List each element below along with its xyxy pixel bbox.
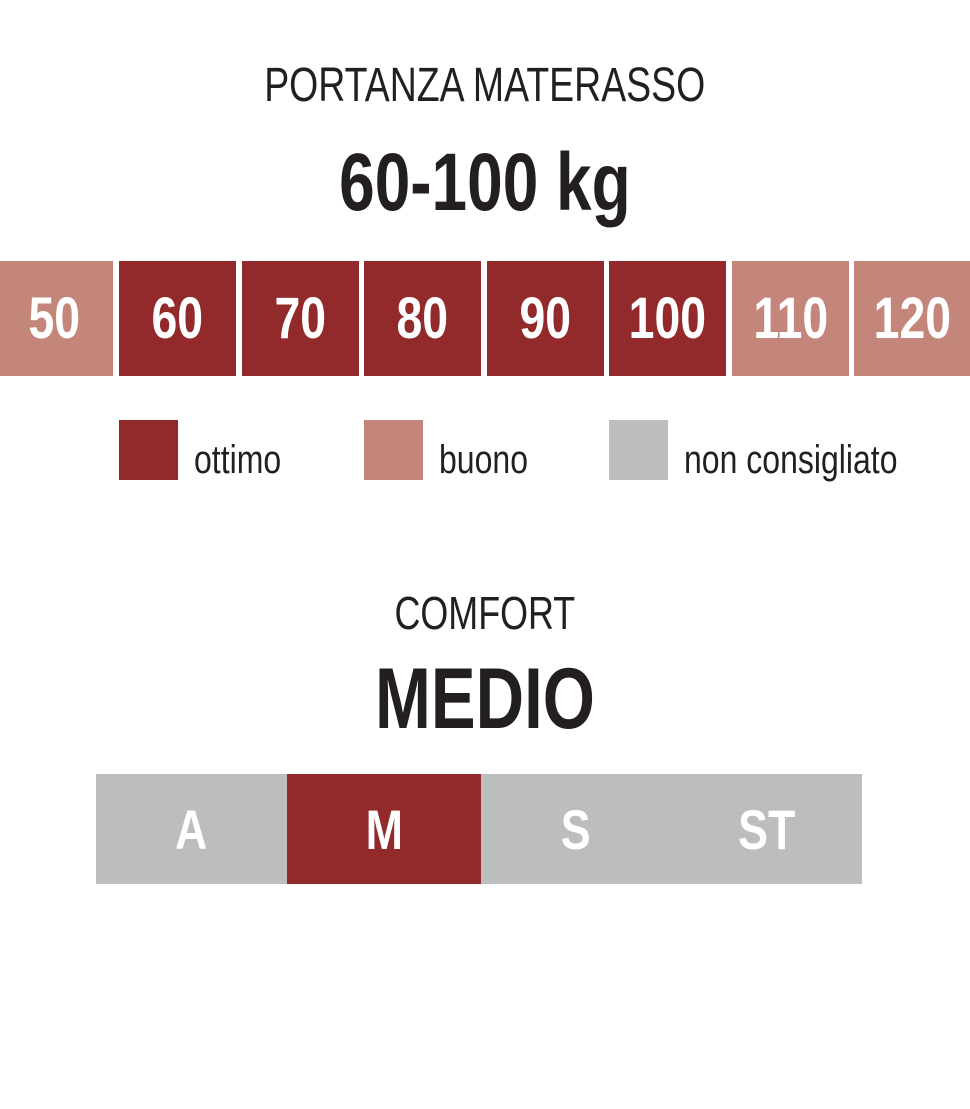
- weight-box-label: 110: [753, 286, 828, 351]
- comfort-title-text: COMFORT: [394, 587, 576, 639]
- weight-box-label: 60: [151, 286, 204, 351]
- portanza-title: PORTANZA MATERASSO: [0, 58, 970, 113]
- weight-box-120: 120: [854, 261, 970, 376]
- legend-label-non-consigliato: non consigliato: [684, 438, 898, 482]
- comfort-segment-label: ST: [737, 797, 796, 861]
- weight-box-60: 60: [119, 261, 236, 376]
- weight-box-70: 70: [242, 261, 359, 376]
- weight-box-label: 90: [519, 286, 572, 351]
- legend-label-buono: buono: [439, 438, 528, 482]
- comfort-segment-label: M: [365, 797, 403, 861]
- weight-box-90: 90: [487, 261, 604, 376]
- comfort-segment-label: S: [561, 797, 591, 861]
- comfort-title: COMFORT: [0, 586, 970, 640]
- weight-box-80: 80: [364, 261, 481, 376]
- legend-swatch-buono: [364, 420, 423, 480]
- comfort-segment-m: M: [287, 774, 481, 884]
- weight-box-100: 100: [609, 261, 726, 376]
- legend-label-ottimo: ottimo: [194, 438, 282, 482]
- portanza-value-text: 60-100 kg: [339, 137, 631, 228]
- comfort-segment-a: A: [96, 774, 287, 884]
- portanza-value: 60-100 kg: [0, 136, 970, 230]
- weight-box-label: 80: [396, 286, 449, 351]
- comfort-segment-s: S: [481, 774, 671, 884]
- portanza-title-text: PORTANZA MATERASSO: [264, 59, 706, 112]
- comfort-value: MEDIO: [0, 650, 970, 749]
- weight-box-110: 110: [732, 261, 849, 376]
- legend-swatch-ottimo: [119, 420, 178, 480]
- comfort-value-text: MEDIO: [375, 651, 595, 747]
- comfort-segment-label: A: [175, 797, 208, 861]
- weight-box-label: 50: [28, 286, 81, 351]
- weight-box-label: 70: [274, 286, 327, 351]
- weight-box-50: 50: [0, 261, 113, 376]
- weight-box-label: 100: [628, 286, 707, 351]
- comfort-segment-st: ST: [671, 774, 862, 884]
- weight-box-label: 120: [873, 286, 952, 351]
- legend-swatch-non-consigliato: [609, 420, 668, 480]
